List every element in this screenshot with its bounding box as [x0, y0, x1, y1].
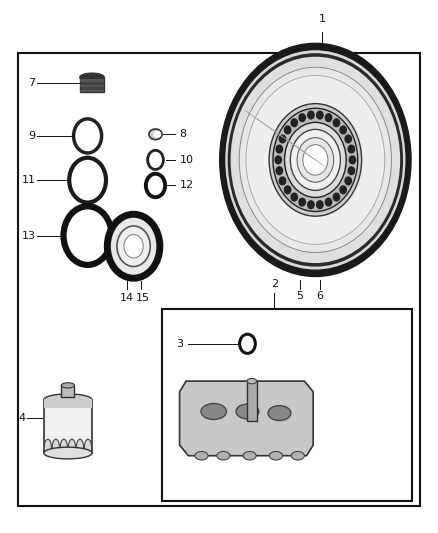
- Circle shape: [117, 226, 150, 266]
- Ellipse shape: [68, 439, 75, 456]
- Circle shape: [146, 174, 165, 197]
- Circle shape: [299, 114, 305, 122]
- Text: 2: 2: [271, 279, 278, 289]
- Bar: [80, 77, 104, 92]
- Circle shape: [284, 126, 291, 134]
- Circle shape: [269, 103, 362, 216]
- Text: 10: 10: [180, 155, 194, 165]
- Text: 8: 8: [180, 130, 187, 139]
- Circle shape: [333, 193, 339, 201]
- Text: 13: 13: [21, 231, 35, 240]
- Ellipse shape: [201, 403, 226, 419]
- Circle shape: [340, 186, 346, 193]
- Ellipse shape: [61, 383, 74, 388]
- Text: 1: 1: [318, 14, 325, 24]
- Circle shape: [317, 111, 323, 119]
- Text: 9: 9: [28, 131, 35, 141]
- Circle shape: [279, 177, 286, 185]
- Circle shape: [279, 135, 286, 143]
- Ellipse shape: [44, 439, 51, 456]
- Circle shape: [225, 50, 406, 270]
- Ellipse shape: [243, 451, 256, 460]
- Circle shape: [348, 167, 354, 175]
- Bar: [162, 309, 412, 501]
- Circle shape: [297, 138, 334, 182]
- Circle shape: [345, 135, 351, 143]
- Circle shape: [228, 53, 403, 266]
- Bar: [44, 400, 92, 453]
- Circle shape: [285, 123, 346, 197]
- Ellipse shape: [268, 406, 291, 421]
- Circle shape: [273, 108, 358, 212]
- Ellipse shape: [236, 404, 259, 419]
- Bar: [247, 381, 257, 421]
- Ellipse shape: [269, 451, 283, 460]
- Ellipse shape: [44, 394, 92, 406]
- Circle shape: [308, 111, 314, 119]
- Ellipse shape: [217, 451, 230, 460]
- Circle shape: [340, 126, 346, 134]
- Circle shape: [219, 43, 412, 277]
- Circle shape: [239, 67, 392, 253]
- Text: 6: 6: [316, 291, 323, 301]
- Circle shape: [230, 56, 400, 263]
- Circle shape: [308, 201, 314, 208]
- Text: 11: 11: [21, 175, 35, 185]
- Circle shape: [349, 156, 356, 164]
- Bar: [80, 90, 104, 92]
- Circle shape: [303, 144, 328, 175]
- Ellipse shape: [76, 439, 84, 456]
- Circle shape: [345, 177, 351, 185]
- Text: 3: 3: [176, 339, 183, 349]
- Circle shape: [325, 114, 332, 122]
- Circle shape: [276, 145, 283, 153]
- Bar: [18, 53, 420, 506]
- Ellipse shape: [153, 131, 161, 138]
- Circle shape: [284, 186, 291, 193]
- Ellipse shape: [85, 439, 92, 456]
- Ellipse shape: [195, 451, 208, 460]
- Bar: [80, 85, 104, 87]
- Ellipse shape: [291, 451, 304, 460]
- Circle shape: [333, 119, 339, 127]
- Circle shape: [348, 145, 354, 153]
- Ellipse shape: [80, 73, 104, 82]
- Circle shape: [69, 158, 106, 203]
- Ellipse shape: [247, 378, 257, 384]
- Circle shape: [299, 198, 305, 206]
- Circle shape: [240, 334, 255, 353]
- Circle shape: [107, 214, 160, 278]
- Text: 15: 15: [136, 293, 150, 303]
- Text: 7: 7: [28, 78, 35, 87]
- Circle shape: [317, 201, 323, 208]
- Ellipse shape: [52, 439, 60, 456]
- Bar: [80, 79, 104, 82]
- Ellipse shape: [60, 439, 67, 456]
- Circle shape: [275, 156, 282, 164]
- Text: 14: 14: [120, 293, 134, 303]
- Bar: [44, 399, 92, 408]
- Bar: [61, 385, 74, 397]
- Text: 12: 12: [180, 181, 194, 190]
- Text: 4: 4: [18, 414, 25, 423]
- Circle shape: [325, 198, 332, 206]
- Circle shape: [290, 130, 340, 190]
- Circle shape: [276, 167, 283, 175]
- Circle shape: [246, 76, 385, 244]
- Circle shape: [124, 235, 143, 258]
- Circle shape: [64, 206, 112, 265]
- Circle shape: [74, 119, 102, 153]
- Ellipse shape: [44, 447, 92, 459]
- Polygon shape: [180, 381, 313, 456]
- Text: 5: 5: [297, 291, 304, 301]
- Ellipse shape: [149, 129, 162, 140]
- Circle shape: [291, 193, 297, 201]
- Circle shape: [148, 150, 163, 169]
- Circle shape: [291, 119, 297, 127]
